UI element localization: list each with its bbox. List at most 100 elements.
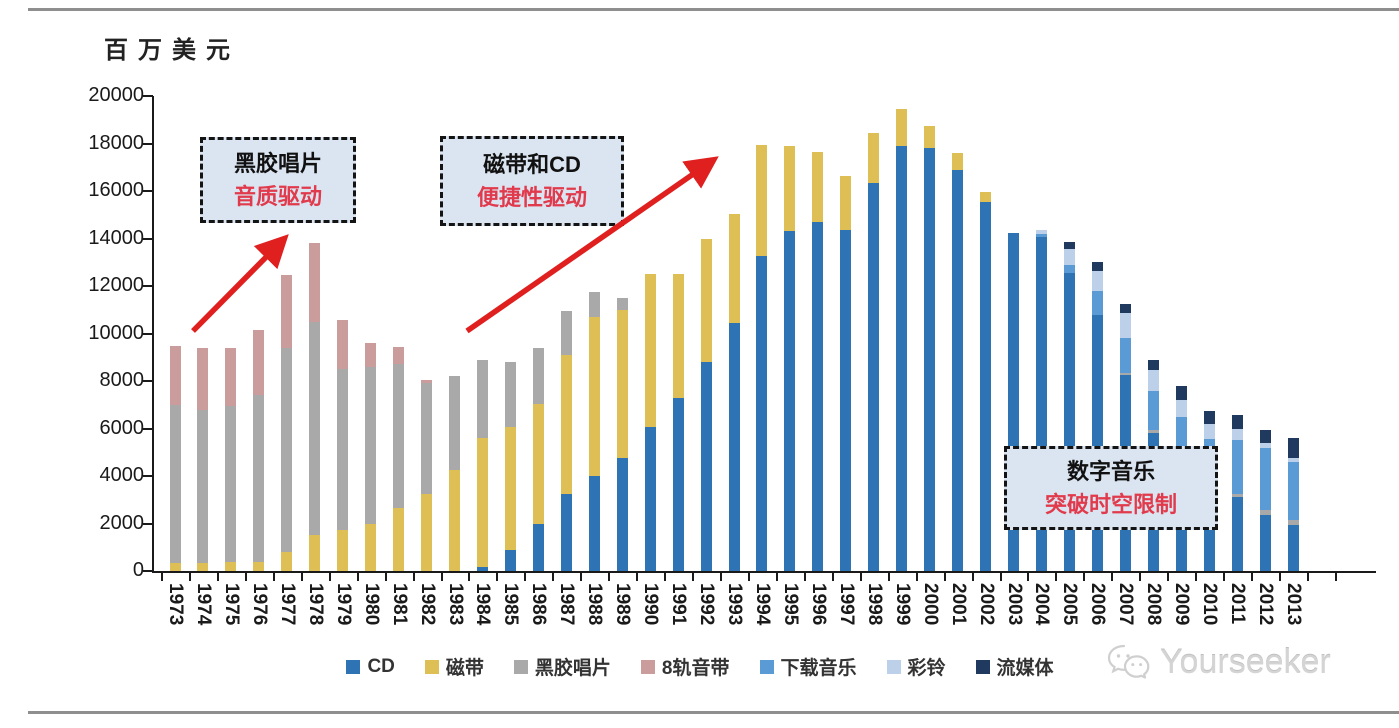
legend-item-磁带: 磁带 [424, 653, 484, 680]
segment-磁带-1983 [449, 470, 460, 571]
segment-磁带-1976 [253, 561, 265, 571]
x-axis-label-1975: 1975 [220, 583, 242, 626]
bar-2013 [1287, 438, 1299, 571]
x-axis-tick [216, 573, 219, 581]
x-axis-label-2007: 2007 [1115, 583, 1137, 626]
segment-CD-1999 [896, 145, 908, 571]
segment-流媒体-2007 [1119, 303, 1131, 314]
y-axis-tick [143, 380, 153, 382]
y-axis-tick [143, 475, 153, 477]
segment-黑胶唱片-1978 [309, 321, 321, 536]
segment-磁带-1975 [225, 561, 237, 571]
bar-1973 [169, 345, 181, 571]
segment-8轨音带-1981 [393, 346, 405, 365]
bar-2003 [1008, 232, 1019, 571]
segment-磁带-1993 [728, 213, 740, 323]
segment-流媒体-2012 [1259, 429, 1271, 443]
x-axis-label-1998: 1998 [863, 583, 885, 626]
bar-1987 [560, 310, 572, 571]
segment-黑胶唱片-2008 [1147, 429, 1159, 434]
segment-下载音乐-2006 [1091, 290, 1103, 315]
x-axis-tick [1139, 573, 1142, 581]
y-axis-unit-label: 百万美元 [104, 37, 240, 64]
x-axis-tick [803, 573, 806, 581]
legend-item-8轨音带: 8轨音带 [640, 653, 730, 680]
segment-流媒体-2013 [1287, 438, 1299, 459]
x-axis-tick [664, 573, 667, 581]
bar-1995 [784, 145, 796, 571]
segment-CD-1998 [868, 182, 880, 571]
segment-磁带-1984 [476, 438, 488, 568]
annotation-vinyl-title: 黑胶唱片 [233, 151, 322, 176]
segment-CD-2005 [1063, 272, 1075, 571]
segment-流媒体-2008 [1147, 359, 1159, 371]
y-axis-tick-label: 16000 [88, 179, 144, 201]
bar-1980 [365, 343, 377, 571]
x-axis-tick [1306, 573, 1309, 581]
x-axis-label-1995: 1995 [779, 583, 801, 626]
segment-磁带-1980 [365, 523, 377, 571]
bar-2002 [980, 192, 992, 571]
segment-磁带-1995 [784, 145, 796, 232]
bar-1988 [588, 291, 600, 571]
legend-item-CD: CD [346, 653, 395, 680]
x-axis-label-1993: 1993 [724, 583, 745, 626]
segment-磁带-1998 [868, 132, 880, 183]
segment-CD-1986 [532, 523, 544, 571]
x-axis-tick [915, 573, 918, 581]
x-axis-tick [1334, 573, 1337, 581]
segment-CD-2001 [952, 169, 964, 571]
annotation-cassette-cd-title: 磁带和CD [483, 152, 581, 177]
y-axis-tick [143, 332, 153, 335]
x-axis-tick [188, 573, 191, 581]
segment-黑胶唱片-1977 [281, 347, 293, 552]
segment-流媒体-2005 [1063, 242, 1075, 250]
bar-1984 [476, 359, 488, 571]
bar-1999 [896, 109, 908, 571]
x-axis-tick [580, 573, 583, 581]
x-axis-label-2008: 2008 [1143, 583, 1165, 626]
x-axis-label-2000: 2000 [919, 583, 941, 626]
segment-黑胶唱片-2012 [1259, 510, 1271, 516]
y-axis-tick [143, 142, 153, 145]
bar-2006 [1091, 262, 1103, 571]
x-axis-label-2006: 2006 [1087, 583, 1109, 626]
segment-磁带-1977 [281, 552, 293, 571]
bar-1978 [309, 243, 321, 571]
legend-label: 黑胶唱片 [534, 658, 611, 679]
x-axis-label-1977: 1977 [276, 583, 298, 626]
segment-磁带-1999 [896, 109, 908, 146]
x-axis-tick [1083, 573, 1086, 581]
segment-黑胶唱片-1988 [588, 291, 600, 317]
segment-CD-2006 [1091, 314, 1103, 571]
legend-swatch [975, 659, 990, 674]
bar-1986 [532, 347, 544, 571]
segment-彩铃-2010 [1203, 423, 1215, 440]
x-axis-label-1974: 1974 [192, 583, 214, 626]
x-axis-label-1978: 1978 [304, 583, 326, 626]
x-axis-label-1981: 1981 [388, 583, 410, 626]
segment-彩铃-2005 [1063, 249, 1075, 265]
legend: CD 磁带 黑胶唱片 8轨音带 下载音乐 彩铃 流媒体 [90, 653, 1310, 680]
segment-彩铃-2006 [1091, 270, 1103, 291]
segment-黑胶唱片-2013 [1287, 519, 1299, 525]
annotation-vinyl-subtitle: 音质驱动 [233, 184, 322, 209]
segment-CD-2011 [1231, 497, 1243, 571]
bar-2005 [1063, 242, 1075, 571]
x-axis-label-1987: 1987 [556, 583, 578, 626]
segment-下载音乐-2004 [1035, 233, 1047, 238]
bar-2007 [1119, 303, 1131, 571]
x-axis-tick [328, 573, 331, 581]
bar-1975 [225, 347, 237, 571]
segment-下载音乐-2011 [1231, 440, 1243, 494]
bar-1998 [868, 132, 880, 571]
legend-swatch [640, 659, 655, 674]
bar-2012 [1259, 429, 1271, 571]
legend-item-黑胶唱片: 黑胶唱片 [513, 653, 611, 680]
segment-黑胶唱片-1981 [393, 364, 405, 509]
segment-黑胶唱片-1973 [169, 405, 181, 564]
segment-磁带-1982 [421, 493, 433, 571]
x-axis-label-1992: 1992 [696, 583, 718, 626]
bar-1976 [253, 329, 265, 571]
bottom-divider [28, 711, 1399, 714]
